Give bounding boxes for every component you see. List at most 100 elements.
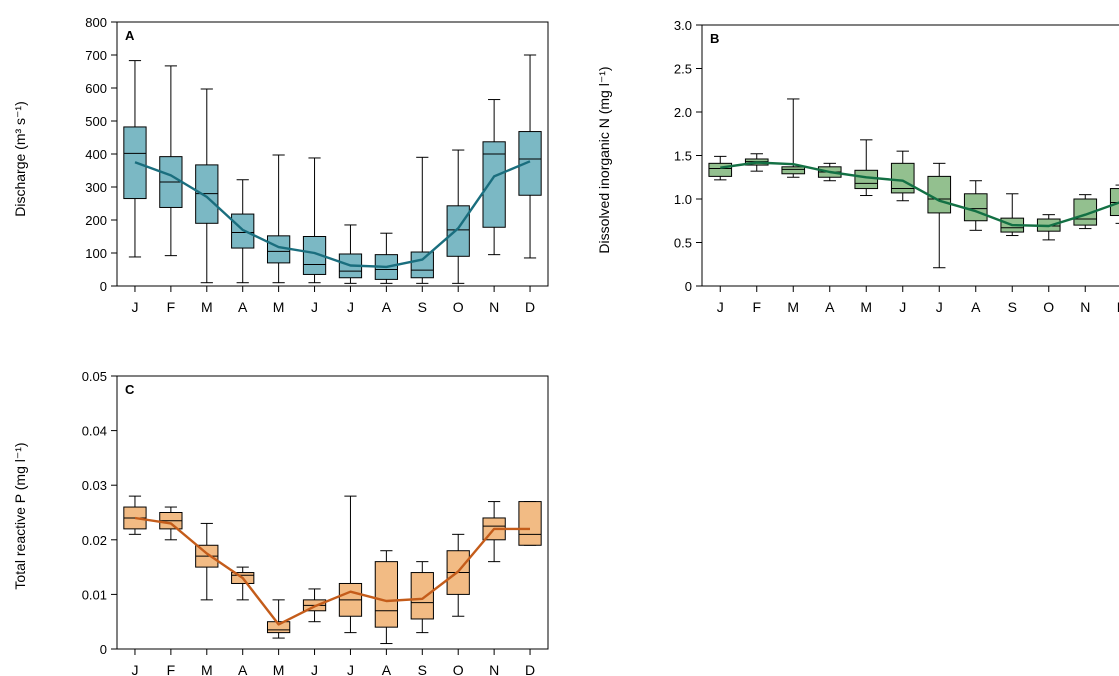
y-tick-label: 0: [100, 642, 107, 657]
x-tick-label: M: [860, 299, 872, 315]
x-tick-label: N: [489, 662, 499, 676]
x-tick-label: M: [201, 662, 213, 676]
box-plot-2: [159, 65, 183, 257]
box-plot-3: [781, 98, 806, 178]
x-tick-label: N: [489, 299, 499, 315]
y-tick-label: 0: [685, 279, 692, 294]
x-tick-label: A: [825, 299, 835, 315]
x-tick-label: J: [899, 299, 906, 315]
iqr-box: [482, 141, 506, 228]
box-plot-6: [890, 150, 915, 202]
iqr-box: [410, 572, 434, 620]
x-tick-label: A: [238, 299, 248, 315]
y-axis-label: Dissolved inorganic N (mg l⁻¹): [596, 66, 612, 253]
iqr-box: [708, 162, 733, 177]
x-tick-label: D: [1117, 299, 1119, 315]
x-tick-label: M: [273, 662, 285, 676]
y-tick-label: 0.05: [82, 369, 107, 384]
x-tick-label: D: [525, 662, 535, 676]
y-tick-label: 100: [85, 246, 107, 261]
x-tick-label: S: [418, 299, 427, 315]
box-plot-12: [1109, 184, 1119, 224]
x-tick-label: A: [971, 299, 981, 315]
x-tick-label: M: [201, 299, 213, 315]
box-plot-10: [446, 533, 470, 617]
iqr-box: [518, 131, 542, 196]
x-tick-label: S: [1008, 299, 1017, 315]
box-plot-5: [266, 154, 291, 284]
chart-panel-c: 0 0.01 0.02 0.03 0.04 0.05 J F M A M J J A S O N D C Total …: [12, 369, 549, 676]
plot-frame: [701, 24, 1119, 287]
x-tick-label: O: [453, 299, 464, 315]
x-tick-label: J: [347, 662, 354, 676]
panel-label: A: [125, 28, 135, 43]
y-tick-label: 0.02: [82, 533, 107, 548]
box-plot-7: [338, 495, 363, 634]
x-tick-label: F: [167, 662, 176, 676]
box-plot-3: [195, 522, 219, 601]
y-tick-label: 0.5: [674, 236, 692, 251]
box-plot-1: [123, 495, 147, 535]
box-plot-9: [1000, 193, 1025, 237]
iqr-box: [266, 621, 291, 634]
box-plot-1: [708, 155, 733, 181]
y-tick-label: 0: [100, 279, 107, 294]
box-plot-8: [374, 232, 399, 284]
y-axis-label: Total reactive P (mg l⁻¹): [12, 442, 28, 589]
box-plot-1: [123, 60, 147, 258]
box-plot-11: [482, 501, 506, 563]
x-tick-label: S: [418, 662, 427, 676]
x-tick-label: D: [525, 299, 535, 315]
iqr-box: [518, 501, 542, 546]
y-tick-label: 200: [85, 213, 107, 228]
box-plot-7: [338, 224, 363, 284]
box-plot-12: [518, 501, 542, 546]
iqr-box: [410, 251, 434, 279]
iqr-box: [927, 175, 952, 214]
box-plot-11: [1073, 194, 1098, 230]
iqr-box: [963, 193, 988, 222]
x-tick-label: O: [453, 662, 464, 676]
box-plot-11: [482, 99, 506, 256]
mean-trend-line: [134, 516, 530, 626]
box-plot-8: [374, 550, 399, 645]
x-tick-label: A: [382, 299, 392, 315]
y-tick-label: 300: [85, 180, 107, 195]
x-tick-label: F: [752, 299, 761, 315]
y-tick-label: 800: [85, 15, 107, 30]
y-tick-label: 400: [85, 147, 107, 162]
box-plot-9: [410, 561, 434, 634]
iqr-box: [854, 169, 879, 190]
y-tick-label: 2.0: [674, 105, 692, 120]
iqr-box: [446, 205, 470, 257]
panel-label: C: [125, 382, 135, 397]
box-plot-3: [195, 88, 219, 284]
x-tick-label: A: [238, 662, 248, 676]
x-tick-label: F: [167, 299, 176, 315]
x-tick-label: J: [311, 299, 318, 315]
y-tick-label: 1.0: [674, 192, 692, 207]
x-tick-label: J: [936, 299, 943, 315]
x-tick-label: M: [273, 299, 285, 315]
x-tick-label: J: [131, 299, 138, 315]
y-tick-label: 0.01: [82, 587, 107, 602]
chart-panel-a: 0 100 200 300 400 500 600 700 800 J F M A M J J A S O N D A Di…: [12, 15, 549, 315]
y-tick-label: 600: [85, 81, 107, 96]
chart-panel-b: 0 0.5 1.0 1.5 2.0 2.5 3.0 J F M A M J J A S O N D B Dissolve…: [596, 18, 1119, 315]
y-tick-label: 1.5: [674, 149, 692, 164]
y-tick-label: 0.03: [82, 478, 107, 493]
x-tick-label: J: [311, 662, 318, 676]
iqr-box: [374, 561, 399, 628]
plot-frame: [116, 375, 549, 650]
mean-trend-line: [720, 161, 1119, 228]
x-tick-label: A: [382, 662, 392, 676]
x-tick-label: J: [717, 299, 724, 315]
box-plot-7: [927, 162, 952, 269]
box-plot-12: [518, 54, 542, 259]
box-plot-5: [854, 139, 879, 197]
x-tick-label: O: [1043, 299, 1054, 315]
y-tick-label: 3.0: [674, 18, 692, 33]
iqr-box: [781, 166, 806, 175]
iqr-box: [890, 162, 915, 194]
